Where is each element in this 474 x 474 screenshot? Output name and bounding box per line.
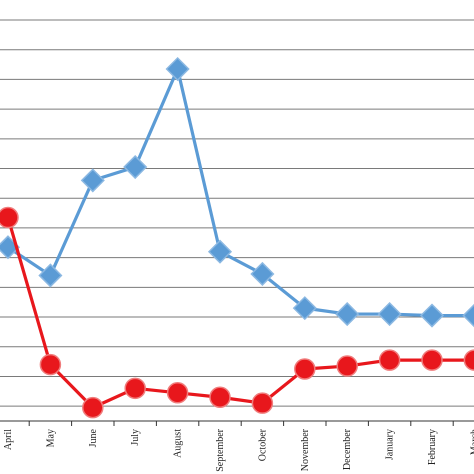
data-point-diamond — [250, 261, 275, 287]
data-point-circle — [251, 392, 274, 414]
x-axis — [0, 420, 474, 426]
data-point-diamond — [419, 303, 445, 328]
x-tick-label: August — [173, 429, 184, 458]
data-point-diamond — [207, 239, 233, 264]
data-point-circle — [82, 396, 104, 419]
x-tick-label: September — [215, 428, 226, 471]
x-tick-label: July — [130, 429, 141, 446]
data-point-circle — [421, 349, 443, 371]
data-point-circle — [39, 353, 62, 376]
data-point-circle — [336, 355, 358, 377]
data-point-circle — [294, 358, 316, 380]
data-point-circle — [463, 349, 474, 371]
x-tick-label: April — [3, 429, 14, 450]
data-point-diamond — [165, 56, 190, 82]
data-point-circle — [0, 206, 19, 229]
x-tick-label: November — [300, 428, 311, 471]
series-2 — [0, 206, 474, 419]
data-point-diamond — [292, 296, 317, 321]
x-tick-label: May — [45, 429, 56, 447]
x-tick-label: October — [257, 428, 268, 461]
data-point-diamond — [335, 302, 360, 327]
series-line — [6, 217, 474, 410]
data-point-diamond — [38, 263, 63, 288]
data-point-diamond — [80, 168, 105, 193]
series-line — [7, 67, 474, 318]
data-point-circle — [124, 377, 146, 400]
data-point-circle — [209, 386, 231, 408]
x-tick-label: June — [88, 428, 99, 447]
series-1 — [0, 56, 474, 328]
data-point-diamond — [123, 154, 148, 180]
series-group — [0, 56, 474, 419]
x-tick-labels: April May June July August September October No… — [3, 428, 474, 471]
x-tick-label: February — [427, 429, 438, 465]
data-point-circle — [378, 349, 401, 371]
x-tick-label: January — [385, 429, 396, 460]
data-point-diamond — [377, 302, 402, 327]
data-point-diamond — [462, 303, 474, 328]
data-point-circle — [166, 382, 189, 404]
gridlines — [0, 19, 474, 407]
x-tick-label: March — [469, 429, 474, 455]
x-tick-label: December — [342, 428, 353, 470]
